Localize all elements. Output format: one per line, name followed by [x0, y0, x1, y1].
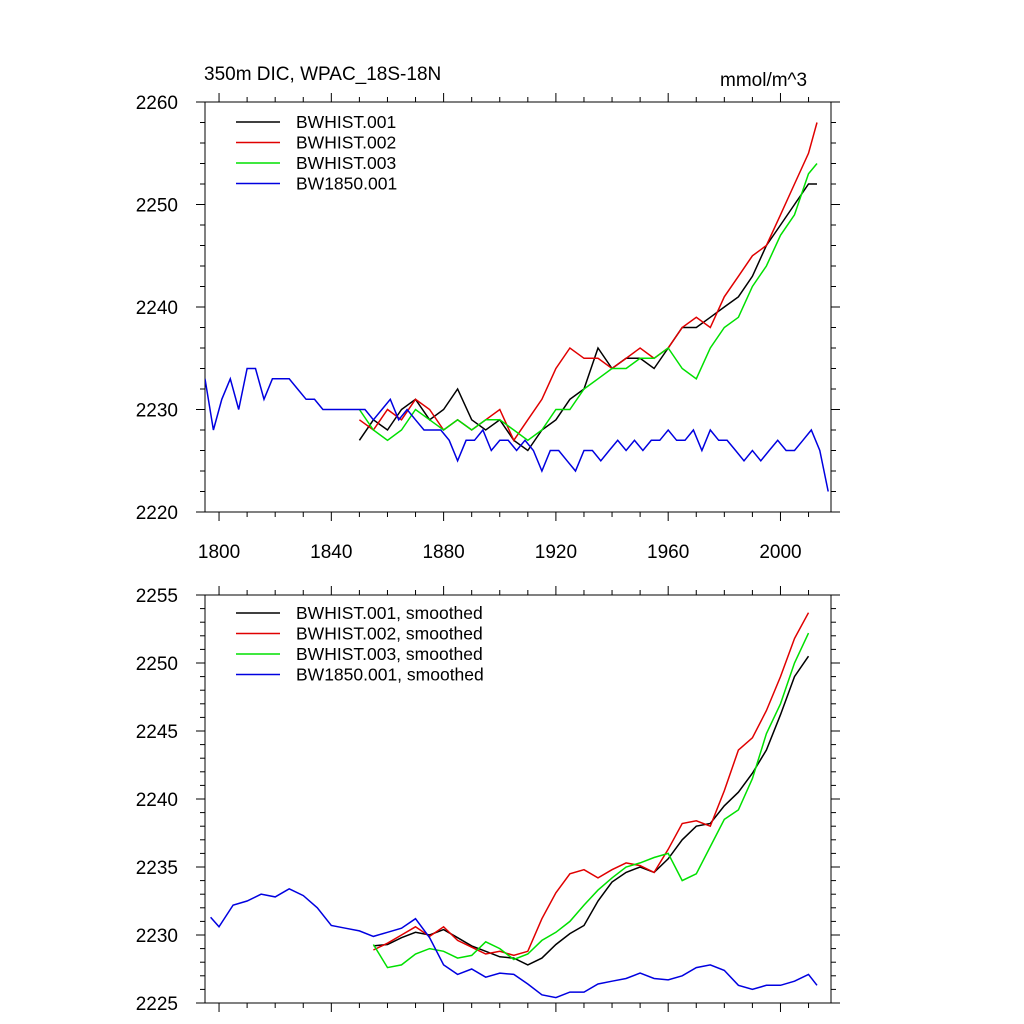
top-legend-label-bwhist-003: BWHIST.003	[296, 153, 396, 173]
bottom-y-tick-label: 2250	[136, 654, 178, 675]
top-series-bwhist-003	[358, 163, 818, 442]
top-y-tick-label: 2260	[136, 93, 178, 114]
top-legend-label-bwhist-002: BWHIST.002	[296, 133, 396, 153]
top-x-tick-label: 2000	[759, 542, 801, 563]
top-x-tick-label: 1800	[198, 542, 240, 563]
bottom-legend-label-bw1850-001-smoothed: BW1850.001, smoothed	[296, 665, 484, 685]
bottom-series-bwhist-002-smoothed	[373, 612, 810, 957]
bottom-y-tick-label: 2245	[136, 722, 178, 743]
bottom-legend-label-bwhist-003-smoothed: BWHIST.003, smoothed	[296, 644, 483, 664]
bottom-series-bw1850-001-smoothed	[210, 887, 818, 999]
bottom-y-tick-label: 2225	[136, 994, 178, 1015]
bottom-y-tick-label: 2230	[136, 926, 178, 947]
top-y-tick-label: 2250	[136, 196, 178, 217]
top-series-bwhist-001	[358, 183, 817, 452]
top-y-tick-label: 2240	[136, 298, 178, 319]
units-label: mmol/m^3	[720, 70, 808, 91]
bottom-legend-label-bwhist-001-smoothed: BWHIST.001, smoothed	[296, 603, 483, 623]
bottom-series-bwhist-003-smoothed	[372, 632, 810, 969]
chart-title: 350m DIC, WPAC_18S-18N	[204, 64, 442, 85]
top-series-bwhist-002	[358, 122, 818, 442]
bottom-series-bwhist-001-smoothed	[373, 655, 810, 966]
bottom-legend-label-bwhist-002-smoothed: BWHIST.002, smoothed	[296, 624, 483, 644]
top-y-tick-label: 2220	[136, 503, 178, 524]
top-y-tick-label: 2230	[136, 401, 178, 422]
top-x-tick-label: 1840	[310, 542, 352, 563]
bottom-y-tick-label: 2255	[136, 586, 178, 607]
top-legend-label-bwhist-001: BWHIST.001	[296, 112, 396, 132]
top-legend-label-bw1850-001: BW1850.001	[296, 174, 397, 194]
top-series-bw1850-001	[205, 367, 829, 492]
top-x-tick-label: 1920	[535, 542, 577, 563]
top-x-tick-label: 1880	[422, 542, 464, 563]
bottom-y-tick-label: 2235	[136, 858, 178, 879]
bottom-y-tick-label: 2240	[136, 790, 178, 811]
top-x-tick-label: 1960	[647, 542, 689, 563]
